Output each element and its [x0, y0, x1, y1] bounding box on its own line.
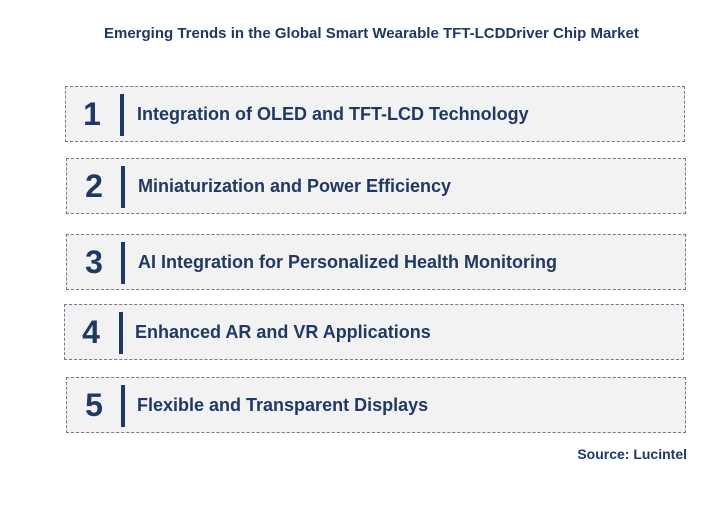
trend-divider [121, 385, 125, 427]
trend-label: Miniaturization and Power Efficiency [138, 175, 452, 196]
trend-number: 5 [85, 386, 103, 423]
source-note: Source: Lucintel [577, 446, 687, 462]
trend-row-1: 1 Integration of OLED and TFT-LCD Techno… [65, 86, 685, 142]
trend-row-5: 5 Flexible and Transparent Displays [66, 377, 686, 433]
trend-row-3: 3 AI Integration for Personalized Health… [66, 234, 686, 290]
trend-number: 2 [85, 167, 103, 204]
trend-label: AI Integration for Personalized Health M… [138, 251, 558, 272]
trend-divider [119, 312, 123, 354]
trend-divider [121, 242, 125, 284]
trend-label: Flexible and Transparent Displays [137, 394, 429, 415]
trend-number: 4 [82, 313, 100, 350]
trend-number: 1 [83, 95, 101, 132]
trend-row-2: 2 Miniaturization and Power Efficiency [66, 158, 686, 214]
trend-number: 3 [85, 243, 103, 280]
trend-label: Enhanced AR and VR Applications [135, 321, 431, 342]
page-title: Emerging Trends in the Global Smart Wear… [104, 25, 639, 42]
trend-label: Integration of OLED and TFT-LCD Technolo… [137, 103, 529, 124]
trend-row-4: 4 Enhanced AR and VR Applications [64, 304, 684, 360]
trend-divider [120, 94, 124, 136]
trend-divider [121, 166, 125, 208]
